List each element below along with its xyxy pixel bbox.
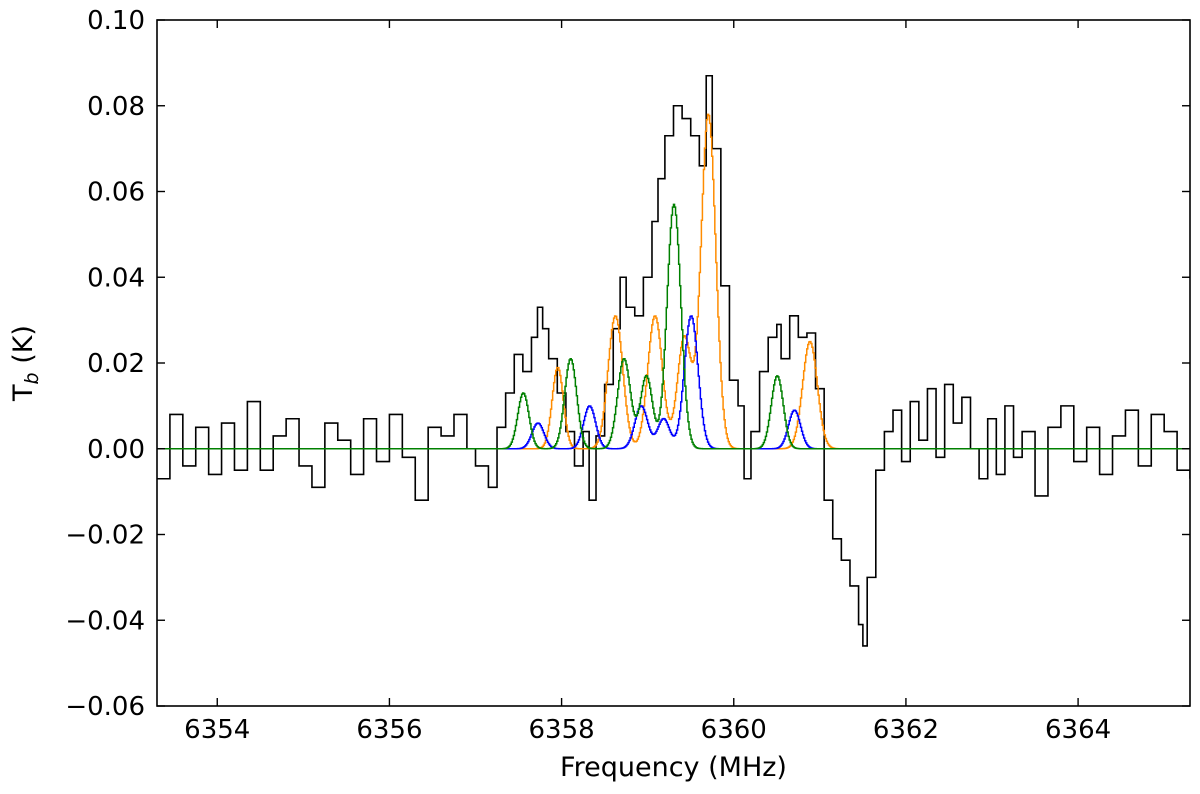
- series-green-fit-line: [157, 203, 1190, 450]
- x-tick-label: 6356: [356, 715, 422, 745]
- y-tick-label: 0.00: [87, 435, 145, 465]
- y-axis-label-unit: (K): [8, 325, 39, 372]
- x-tick-label: 6362: [873, 715, 939, 745]
- series-blue-fit-line: [492, 315, 1190, 450]
- y-tick-label: −0.04: [65, 606, 145, 636]
- y-tick-label: 0.04: [87, 263, 145, 293]
- series-orange-fit-line: [492, 113, 1190, 450]
- y-tick-label: 0.08: [87, 92, 145, 122]
- y-tick-label: −0.02: [65, 521, 145, 551]
- y-tick-label: −0.06: [65, 692, 145, 722]
- x-tick-label: 6360: [701, 715, 767, 745]
- x-axis-label: Frequency (MHz): [560, 752, 787, 783]
- x-tick-label: 6358: [529, 715, 595, 745]
- ticks-layer: 6354 6356 6358 6360 6362 6364 −0.06 −0.04 −0.02 0…: [65, 6, 1190, 745]
- x-tick-label: 6364: [1045, 715, 1111, 745]
- y-axis-label-main: T: [8, 384, 39, 402]
- y-axis-label: Tb (K): [8, 325, 43, 402]
- y-tick-label: 0.06: [87, 178, 145, 208]
- series-observed-line: [157, 74, 1190, 647]
- x-tick-label: 6354: [184, 715, 250, 745]
- series-layer: [157, 74, 1190, 647]
- y-tick-label: 0.02: [87, 349, 145, 379]
- y-tick-label: 0.10: [87, 6, 145, 36]
- y-axis-label-subscript: b: [21, 372, 43, 384]
